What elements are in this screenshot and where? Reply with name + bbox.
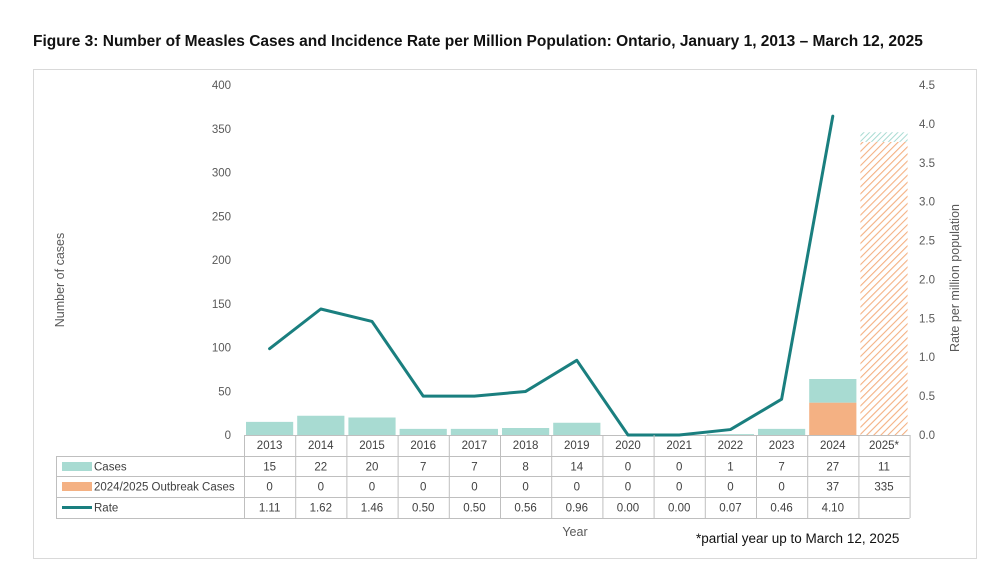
y2-tick-label: 0.5 <box>919 391 935 403</box>
table-cell: 0 <box>778 482 784 494</box>
y-tick-label: 150 <box>212 299 231 311</box>
y-tick-label: 250 <box>212 211 231 223</box>
table-cell: 0 <box>266 482 272 494</box>
table-cell: 8 <box>522 462 528 474</box>
table-cell: 0 <box>420 482 426 494</box>
table-cell: 4.10 <box>822 503 844 515</box>
x-tick-label: 2015 <box>359 440 385 452</box>
table-cell: 15 <box>263 462 276 474</box>
table-cell: 1.11 <box>259 503 281 515</box>
y2-tick-label: 2.0 <box>919 274 935 286</box>
x-tick-label: 2013 <box>257 440 283 452</box>
table-cell: 0 <box>318 482 324 494</box>
table-cell: 27 <box>826 462 839 474</box>
x-tick-label: 2023 <box>769 440 795 452</box>
bar-cases <box>348 417 396 435</box>
table-cell: 1.62 <box>310 503 332 515</box>
table-cell: 0 <box>574 482 580 494</box>
table-cell: 7 <box>420 462 426 474</box>
x-tick-label: 2014 <box>308 440 334 452</box>
y2-tick-label: 3.0 <box>919 197 935 209</box>
y2-tick-label: 4.5 <box>919 80 935 92</box>
bar-cases <box>246 421 294 435</box>
y2-axis-title: Rate per million population <box>948 204 962 352</box>
table-cell: 1 <box>727 462 733 474</box>
table-cell: 0 <box>676 462 682 474</box>
bar-outbreak-cases <box>860 141 908 435</box>
x-tick-label: 2017 <box>462 440 488 452</box>
legend-cases-key <box>62 462 92 471</box>
legend-cases-label: Cases <box>94 462 127 474</box>
y2-tick-label: 4.0 <box>919 119 935 131</box>
x-tick-label: 2021 <box>666 440 692 452</box>
y2-tick-label: 2.5 <box>919 236 935 248</box>
y-axis-title: Number of cases <box>53 233 67 327</box>
table-cell: 37 <box>826 482 839 494</box>
table-cell: 0.56 <box>514 503 536 515</box>
x-tick-label: 2019 <box>564 440 590 452</box>
table-cell: 0 <box>625 482 631 494</box>
table-cell: 0 <box>727 482 733 494</box>
legend-outbreak-cases-label: 2024/2025 Outbreak Cases <box>94 482 235 494</box>
y-tick-label: 0 <box>225 430 231 442</box>
bar-cases <box>809 379 857 403</box>
bar-cases <box>450 428 498 435</box>
bar-outbreak-cases <box>809 402 857 435</box>
x-tick-label: 2024 <box>820 440 846 452</box>
table-cell: 22 <box>314 462 327 474</box>
bar-cases <box>502 428 550 435</box>
y-tick-label: 100 <box>212 343 231 355</box>
table-cell: 0 <box>625 462 631 474</box>
table-cell: 0.50 <box>463 503 485 515</box>
table-cell: 0 <box>369 482 375 494</box>
y2-tick-label: 3.5 <box>919 158 935 170</box>
x-tick-label: 2016 <box>410 440 436 452</box>
bar-cases <box>297 415 345 435</box>
table-cell: 0.00 <box>668 503 690 515</box>
y2-tick-label: 1.0 <box>919 352 935 364</box>
y-tick-label: 50 <box>218 386 231 398</box>
table-cell: 0.96 <box>566 503 588 515</box>
table-cell: 0.46 <box>770 503 792 515</box>
bar-cases <box>399 428 447 435</box>
x-axis-title: Year <box>562 525 587 539</box>
chart-frame <box>33 69 977 559</box>
table-cell: 335 <box>874 482 893 494</box>
bar-cases <box>706 434 754 435</box>
table-cell: 7 <box>778 462 784 474</box>
table-cell: 20 <box>366 462 379 474</box>
table-cell: 0.07 <box>719 503 741 515</box>
x-tick-label: 2025* <box>869 440 900 452</box>
y2-tick-label: 0.0 <box>919 430 935 442</box>
table-cell: 0 <box>471 482 477 494</box>
table-cell: 11 <box>878 462 890 474</box>
table-cell: 7 <box>471 462 477 474</box>
y-tick-label: 400 <box>212 80 231 92</box>
x-tick-label: 2018 <box>513 440 539 452</box>
table-cell: 0.00 <box>617 503 639 515</box>
figure-title: Figure 3: Number of Measles Cases and In… <box>33 33 923 50</box>
legend-rate-label: Rate <box>94 503 118 515</box>
bar-cases <box>553 422 601 435</box>
x-tick-label: 2022 <box>718 440 744 452</box>
rate-line <box>268 114 835 437</box>
table-cell: 1.46 <box>361 503 383 515</box>
bar-cases <box>860 132 908 142</box>
table-cell: 0 <box>676 482 682 494</box>
x-tick-label: 2020 <box>615 440 641 452</box>
table-cell: 0.50 <box>412 503 434 515</box>
y2-tick-label: 1.5 <box>919 313 935 325</box>
legend-outbreak-cases-key <box>62 482 92 491</box>
table-cell: 0 <box>522 482 528 494</box>
y-tick-label: 200 <box>212 255 231 267</box>
y-tick-label: 350 <box>212 124 231 136</box>
table-cell: 14 <box>570 462 583 474</box>
bar-cases <box>758 428 806 435</box>
y-tick-label: 300 <box>212 168 231 180</box>
partial-year-footnote: *partial year up to March 12, 2025 <box>696 531 900 546</box>
